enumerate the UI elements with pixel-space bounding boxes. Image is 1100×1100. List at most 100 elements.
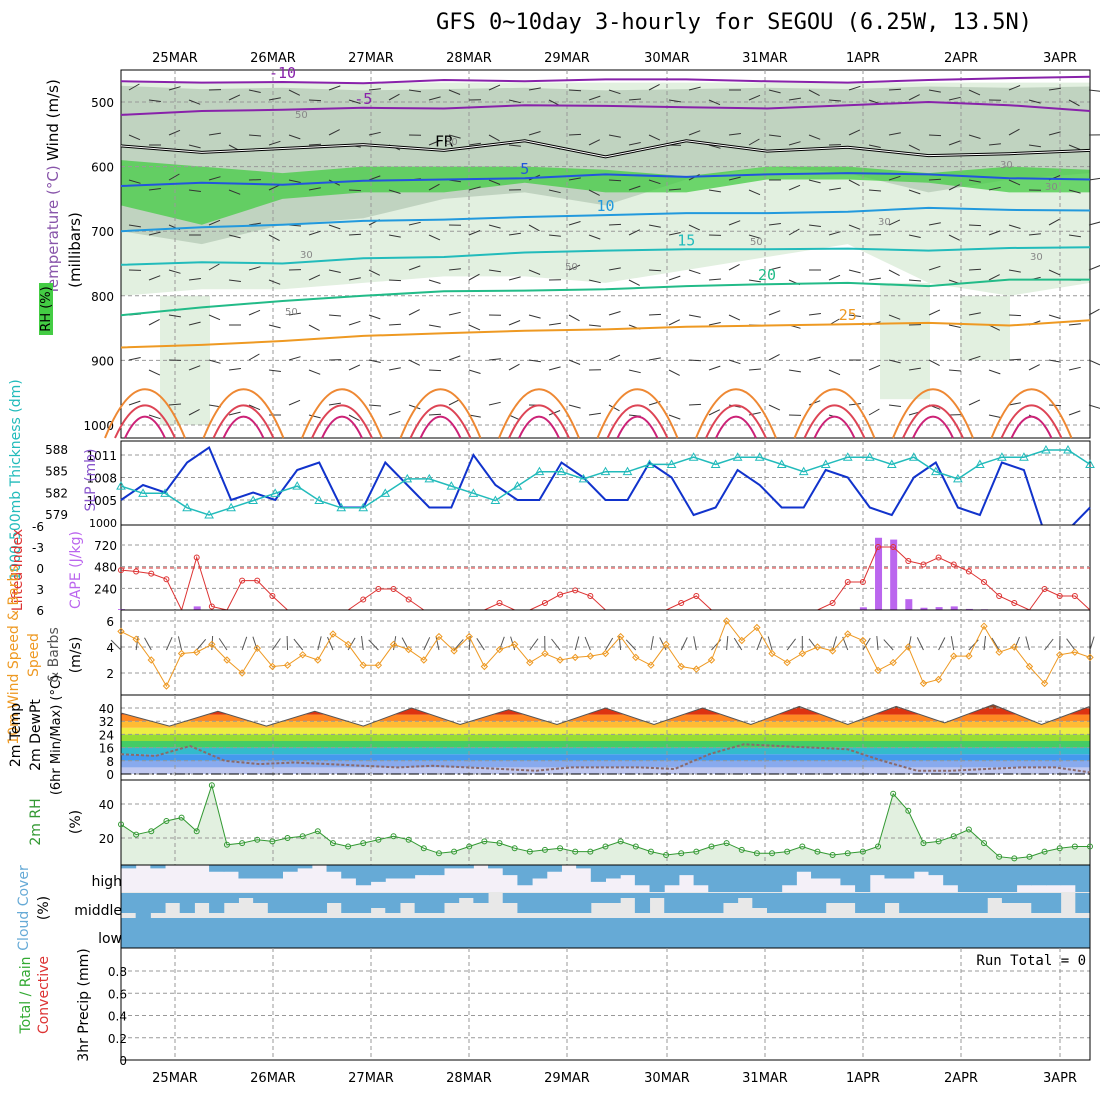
wind-barb bbox=[528, 314, 541, 319]
wind-barb bbox=[808, 356, 821, 361]
wind-barb bbox=[248, 309, 261, 316]
wind-barb bbox=[468, 324, 481, 331]
wind-barb-10m bbox=[177, 636, 183, 651]
wind-barb bbox=[968, 312, 981, 316]
temp-band bbox=[121, 747, 1090, 755]
rh2m-point bbox=[1011, 855, 1018, 862]
y-tick-label: 1000 bbox=[83, 419, 114, 433]
wind-barb bbox=[608, 223, 622, 226]
wind-barb bbox=[928, 309, 941, 316]
cloud-low-bar bbox=[649, 918, 665, 948]
wind-barb bbox=[628, 142, 641, 146]
wind-barb bbox=[408, 309, 420, 316]
wind-barb bbox=[488, 358, 501, 361]
wind-barb bbox=[648, 134, 661, 141]
cloud-middle-bar bbox=[634, 893, 651, 913]
cloud-high-bar bbox=[1031, 865, 1047, 886]
cloud-low-bar bbox=[576, 918, 592, 948]
wind-barb bbox=[648, 357, 661, 361]
wind-barb bbox=[948, 324, 961, 328]
wind-barb bbox=[588, 324, 601, 327]
rh2m-point bbox=[663, 852, 670, 858]
wind-barb bbox=[868, 408, 880, 416]
li-point bbox=[208, 603, 215, 610]
wind-barb bbox=[428, 96, 441, 101]
rh2m-point bbox=[859, 848, 866, 855]
cloud-high-bar bbox=[649, 865, 665, 892]
warm-surface-contour bbox=[1010, 415, 1053, 439]
cloud-middle-bar bbox=[767, 893, 783, 913]
li-point bbox=[875, 544, 882, 550]
thickness-point bbox=[116, 481, 126, 490]
cloud-high-bar bbox=[972, 865, 988, 892]
wind-barb bbox=[848, 85, 861, 91]
wind-barb bbox=[788, 184, 801, 191]
cloud-high-bar bbox=[488, 865, 504, 869]
wind-barb-10m bbox=[196, 638, 207, 651]
wind-barb bbox=[568, 314, 580, 322]
rh2m-point bbox=[844, 850, 851, 857]
wind-speed-point bbox=[738, 636, 746, 645]
cloud-low-bar bbox=[884, 918, 900, 948]
wind-barb bbox=[768, 404, 781, 411]
cloud-middle-bar bbox=[517, 893, 533, 913]
wind-barb bbox=[588, 139, 601, 146]
wind-barb bbox=[188, 99, 201, 105]
cape-bar bbox=[859, 607, 867, 610]
thickness-point bbox=[600, 466, 611, 476]
rh2m-point bbox=[890, 790, 897, 797]
rh2m-tick-label: 40 bbox=[99, 798, 114, 812]
cloud-high-bar bbox=[385, 865, 401, 879]
wind-barb bbox=[528, 131, 541, 136]
wind-barb bbox=[828, 187, 841, 191]
cloud-low-bar bbox=[1031, 918, 1047, 948]
wind-barb bbox=[268, 140, 281, 146]
cloud-low-bar bbox=[678, 918, 695, 948]
cloud-low-bar bbox=[297, 918, 313, 948]
wind-barb bbox=[168, 269, 181, 274]
wind-barb-10m bbox=[165, 636, 173, 651]
rh-shade-high bbox=[121, 160, 1090, 225]
rh2m-point bbox=[526, 848, 533, 855]
wind-speed-point bbox=[692, 665, 701, 673]
precip-frame bbox=[120, 947, 1091, 1061]
wind-barb-10m bbox=[368, 639, 379, 651]
wind-barb bbox=[928, 89, 941, 93]
wind10m-axis-label: 10m Wind Speed & Barbs bbox=[6, 565, 22, 744]
wind-speed-point bbox=[374, 661, 383, 669]
cloud-middle-bar bbox=[1016, 893, 1032, 903]
wind-barb bbox=[508, 276, 521, 281]
wind-barb bbox=[448, 311, 461, 316]
li-point bbox=[905, 558, 912, 564]
chart-title: GFS 0~10day 3-hourly for SEGOU (6.25W, 1… bbox=[436, 10, 1033, 35]
wind10m-unit-label: (m/s) bbox=[68, 637, 84, 674]
wind-barb bbox=[248, 222, 261, 226]
wind-barb bbox=[388, 410, 401, 416]
isotherm-label: -10 bbox=[269, 64, 296, 82]
rh-shade-mid bbox=[121, 85, 1090, 245]
wind-barb-10m bbox=[659, 637, 667, 651]
wind-barb bbox=[628, 229, 641, 236]
cloud-high-bar bbox=[121, 865, 137, 869]
thickness-point bbox=[160, 488, 170, 497]
wind-barb bbox=[588, 279, 601, 284]
cloud-low-bar bbox=[928, 918, 944, 948]
wind-barb bbox=[388, 93, 400, 101]
wind-barb bbox=[568, 89, 582, 92]
cloud-middle-bar bbox=[179, 893, 195, 913]
thickness-point bbox=[930, 466, 941, 476]
temp-band bbox=[121, 754, 1090, 761]
warm-surface-contour bbox=[212, 404, 275, 439]
rh2m-point bbox=[133, 831, 140, 838]
thickness-point bbox=[424, 473, 435, 483]
rh-contour-label: 30 bbox=[1000, 160, 1013, 171]
wind-barb bbox=[468, 414, 481, 418]
cloud-low-bar bbox=[943, 918, 959, 948]
wind-speed-point bbox=[647, 661, 655, 669]
thickness-point bbox=[292, 481, 303, 490]
wind-barb bbox=[328, 314, 342, 317]
wind-barb bbox=[208, 263, 220, 271]
rh-contour-label: 30 bbox=[1030, 252, 1043, 263]
wind-barb bbox=[308, 99, 322, 102]
warm-surface-contour bbox=[892, 388, 974, 439]
